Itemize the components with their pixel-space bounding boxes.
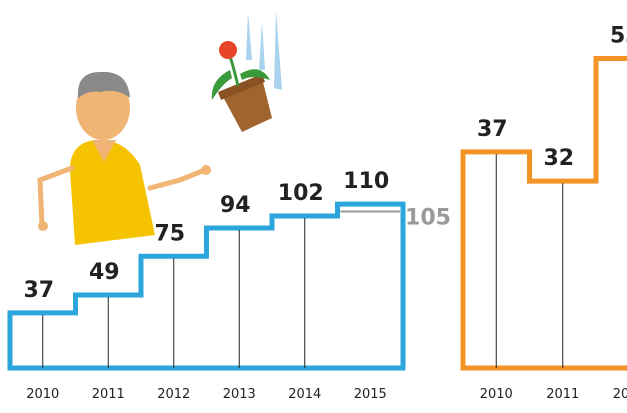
value-label: 102	[278, 181, 324, 206]
value-label: 37	[23, 278, 54, 303]
value-label: 37	[477, 117, 508, 142]
infographic: 37 2010 49 2011 75 2012 94 2013 102 2014 110 2015 10…	[0, 0, 627, 413]
step-outline	[10, 204, 403, 368]
value-label: 49	[89, 260, 120, 285]
value-label: 75	[154, 221, 185, 246]
value-label: 94	[220, 193, 251, 218]
flowerpot-illustration	[212, 10, 282, 132]
x-tick-label: 2014	[288, 387, 321, 402]
x-tick-label: 2013	[223, 387, 256, 402]
x-tick-label: 2015	[354, 387, 387, 402]
person-illustration	[38, 72, 211, 245]
value-label: 53	[610, 23, 627, 48]
reference-label: 105	[405, 206, 451, 231]
step-outline	[463, 58, 627, 368]
value-label: 110	[343, 169, 389, 194]
x-tick-label: 2012	[157, 387, 190, 402]
x-tick-label: 2012	[613, 387, 627, 402]
value-label: 32	[543, 146, 574, 171]
x-tick-label: 2010	[26, 387, 59, 402]
x-tick-label: 2011	[546, 387, 579, 402]
x-tick-label: 2011	[92, 387, 125, 402]
x-tick-label: 2010	[480, 387, 513, 402]
